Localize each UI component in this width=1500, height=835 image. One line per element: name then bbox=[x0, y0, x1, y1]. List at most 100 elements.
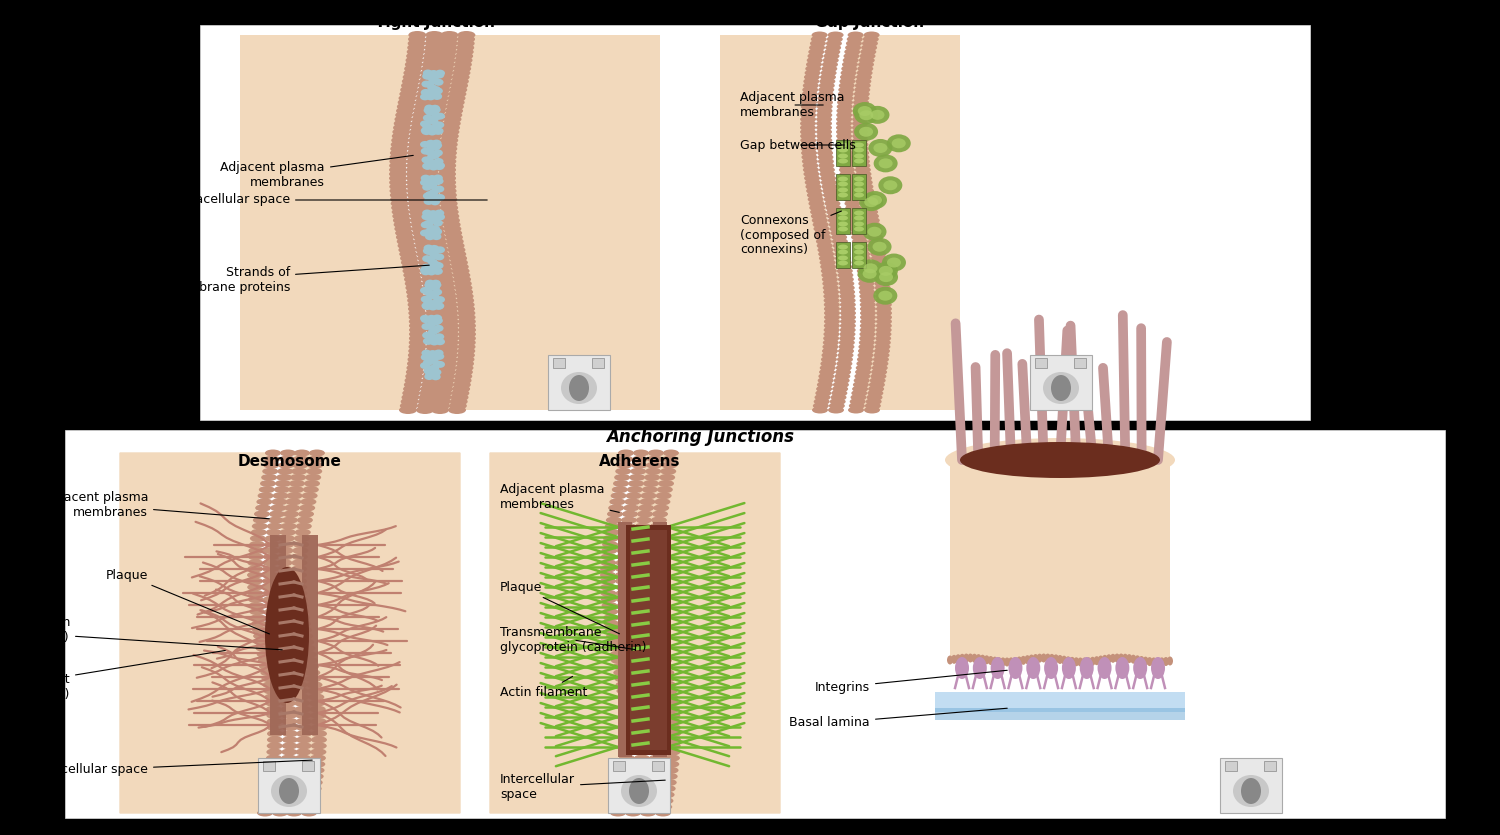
Ellipse shape bbox=[839, 158, 854, 164]
Ellipse shape bbox=[432, 178, 442, 185]
Ellipse shape bbox=[458, 352, 476, 359]
Ellipse shape bbox=[296, 748, 312, 756]
Ellipse shape bbox=[423, 284, 441, 291]
Ellipse shape bbox=[420, 69, 438, 77]
Ellipse shape bbox=[249, 541, 266, 548]
Ellipse shape bbox=[430, 406, 448, 414]
Ellipse shape bbox=[650, 724, 666, 731]
Ellipse shape bbox=[416, 94, 434, 102]
Ellipse shape bbox=[968, 654, 974, 662]
Ellipse shape bbox=[427, 175, 436, 182]
Ellipse shape bbox=[853, 123, 877, 141]
Ellipse shape bbox=[426, 284, 435, 291]
Ellipse shape bbox=[441, 334, 459, 342]
Ellipse shape bbox=[456, 48, 474, 56]
Ellipse shape bbox=[871, 263, 888, 271]
Ellipse shape bbox=[423, 192, 433, 200]
Ellipse shape bbox=[646, 687, 663, 695]
Ellipse shape bbox=[440, 149, 458, 157]
Ellipse shape bbox=[612, 663, 628, 670]
Ellipse shape bbox=[840, 322, 856, 329]
Ellipse shape bbox=[632, 554, 646, 560]
Ellipse shape bbox=[284, 639, 300, 645]
Ellipse shape bbox=[627, 797, 644, 804]
Ellipse shape bbox=[282, 736, 298, 743]
Ellipse shape bbox=[622, 504, 639, 511]
Ellipse shape bbox=[416, 245, 434, 254]
Ellipse shape bbox=[456, 39, 474, 48]
Ellipse shape bbox=[424, 256, 435, 263]
Ellipse shape bbox=[432, 185, 441, 193]
Ellipse shape bbox=[458, 35, 476, 43]
Ellipse shape bbox=[290, 792, 306, 798]
Bar bbox=[548, 355, 610, 410]
Ellipse shape bbox=[634, 736, 651, 743]
Ellipse shape bbox=[426, 91, 436, 99]
Ellipse shape bbox=[406, 360, 424, 367]
Ellipse shape bbox=[858, 280, 874, 287]
Ellipse shape bbox=[406, 170, 424, 178]
Ellipse shape bbox=[624, 650, 640, 658]
Ellipse shape bbox=[444, 111, 462, 119]
Ellipse shape bbox=[847, 32, 864, 38]
Ellipse shape bbox=[633, 761, 650, 767]
Ellipse shape bbox=[406, 368, 424, 376]
Ellipse shape bbox=[420, 120, 430, 128]
Ellipse shape bbox=[435, 271, 453, 279]
Ellipse shape bbox=[825, 44, 842, 51]
Ellipse shape bbox=[975, 654, 981, 663]
Ellipse shape bbox=[408, 305, 426, 313]
Ellipse shape bbox=[1126, 654, 1132, 663]
Ellipse shape bbox=[432, 93, 441, 99]
Ellipse shape bbox=[276, 792, 291, 798]
Ellipse shape bbox=[270, 645, 286, 652]
Ellipse shape bbox=[654, 650, 670, 658]
Bar bbox=[852, 174, 865, 200]
Ellipse shape bbox=[296, 736, 312, 743]
Ellipse shape bbox=[420, 148, 430, 154]
Ellipse shape bbox=[393, 216, 411, 225]
Ellipse shape bbox=[254, 510, 270, 518]
Ellipse shape bbox=[644, 792, 660, 798]
Ellipse shape bbox=[454, 284, 472, 291]
Ellipse shape bbox=[388, 170, 406, 178]
Ellipse shape bbox=[1008, 657, 1014, 666]
Ellipse shape bbox=[609, 650, 625, 658]
Ellipse shape bbox=[406, 191, 424, 199]
Ellipse shape bbox=[248, 590, 264, 597]
Ellipse shape bbox=[422, 256, 432, 262]
Ellipse shape bbox=[853, 246, 870, 253]
Ellipse shape bbox=[824, 191, 839, 199]
Ellipse shape bbox=[432, 360, 442, 367]
Ellipse shape bbox=[423, 292, 441, 301]
Ellipse shape bbox=[816, 108, 833, 114]
Ellipse shape bbox=[422, 302, 432, 309]
Ellipse shape bbox=[822, 271, 837, 279]
Ellipse shape bbox=[292, 541, 309, 548]
Ellipse shape bbox=[294, 615, 310, 621]
Ellipse shape bbox=[858, 347, 874, 355]
Ellipse shape bbox=[420, 271, 438, 279]
Ellipse shape bbox=[279, 608, 294, 615]
Ellipse shape bbox=[871, 364, 888, 372]
Ellipse shape bbox=[309, 694, 324, 701]
Ellipse shape bbox=[393, 124, 411, 132]
Ellipse shape bbox=[654, 645, 669, 652]
Ellipse shape bbox=[839, 181, 848, 186]
Ellipse shape bbox=[248, 565, 262, 573]
Ellipse shape bbox=[406, 175, 424, 182]
Ellipse shape bbox=[847, 213, 862, 220]
Ellipse shape bbox=[856, 364, 871, 372]
Ellipse shape bbox=[840, 179, 856, 186]
Ellipse shape bbox=[847, 407, 864, 413]
Ellipse shape bbox=[836, 368, 850, 376]
Ellipse shape bbox=[262, 681, 279, 688]
Ellipse shape bbox=[424, 132, 442, 140]
Ellipse shape bbox=[432, 122, 442, 129]
Ellipse shape bbox=[417, 397, 435, 406]
Ellipse shape bbox=[650, 706, 664, 713]
Ellipse shape bbox=[824, 322, 840, 329]
Ellipse shape bbox=[266, 615, 280, 621]
Ellipse shape bbox=[441, 321, 459, 330]
Ellipse shape bbox=[390, 149, 408, 157]
